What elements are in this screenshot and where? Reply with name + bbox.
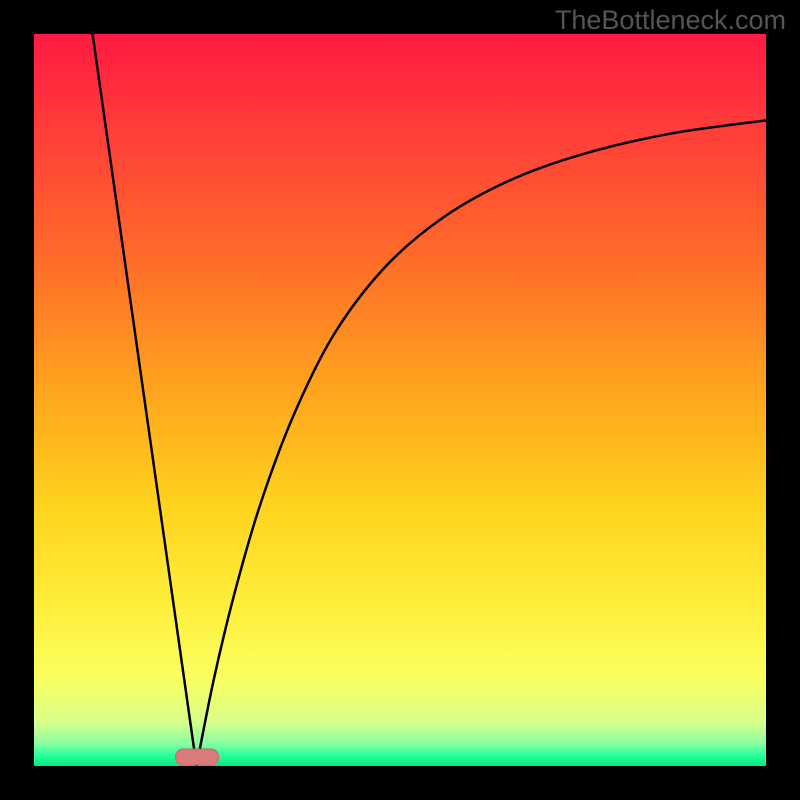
watermark-text: TheBottleneck.com bbox=[555, 5, 786, 36]
trough-marker bbox=[175, 749, 219, 766]
chart-root: TheBottleneck.com bbox=[0, 0, 800, 800]
curve-left-segment bbox=[93, 34, 197, 766]
curve-right-segment bbox=[197, 120, 766, 766]
plot-area bbox=[34, 34, 766, 766]
curve-layer bbox=[34, 34, 766, 766]
